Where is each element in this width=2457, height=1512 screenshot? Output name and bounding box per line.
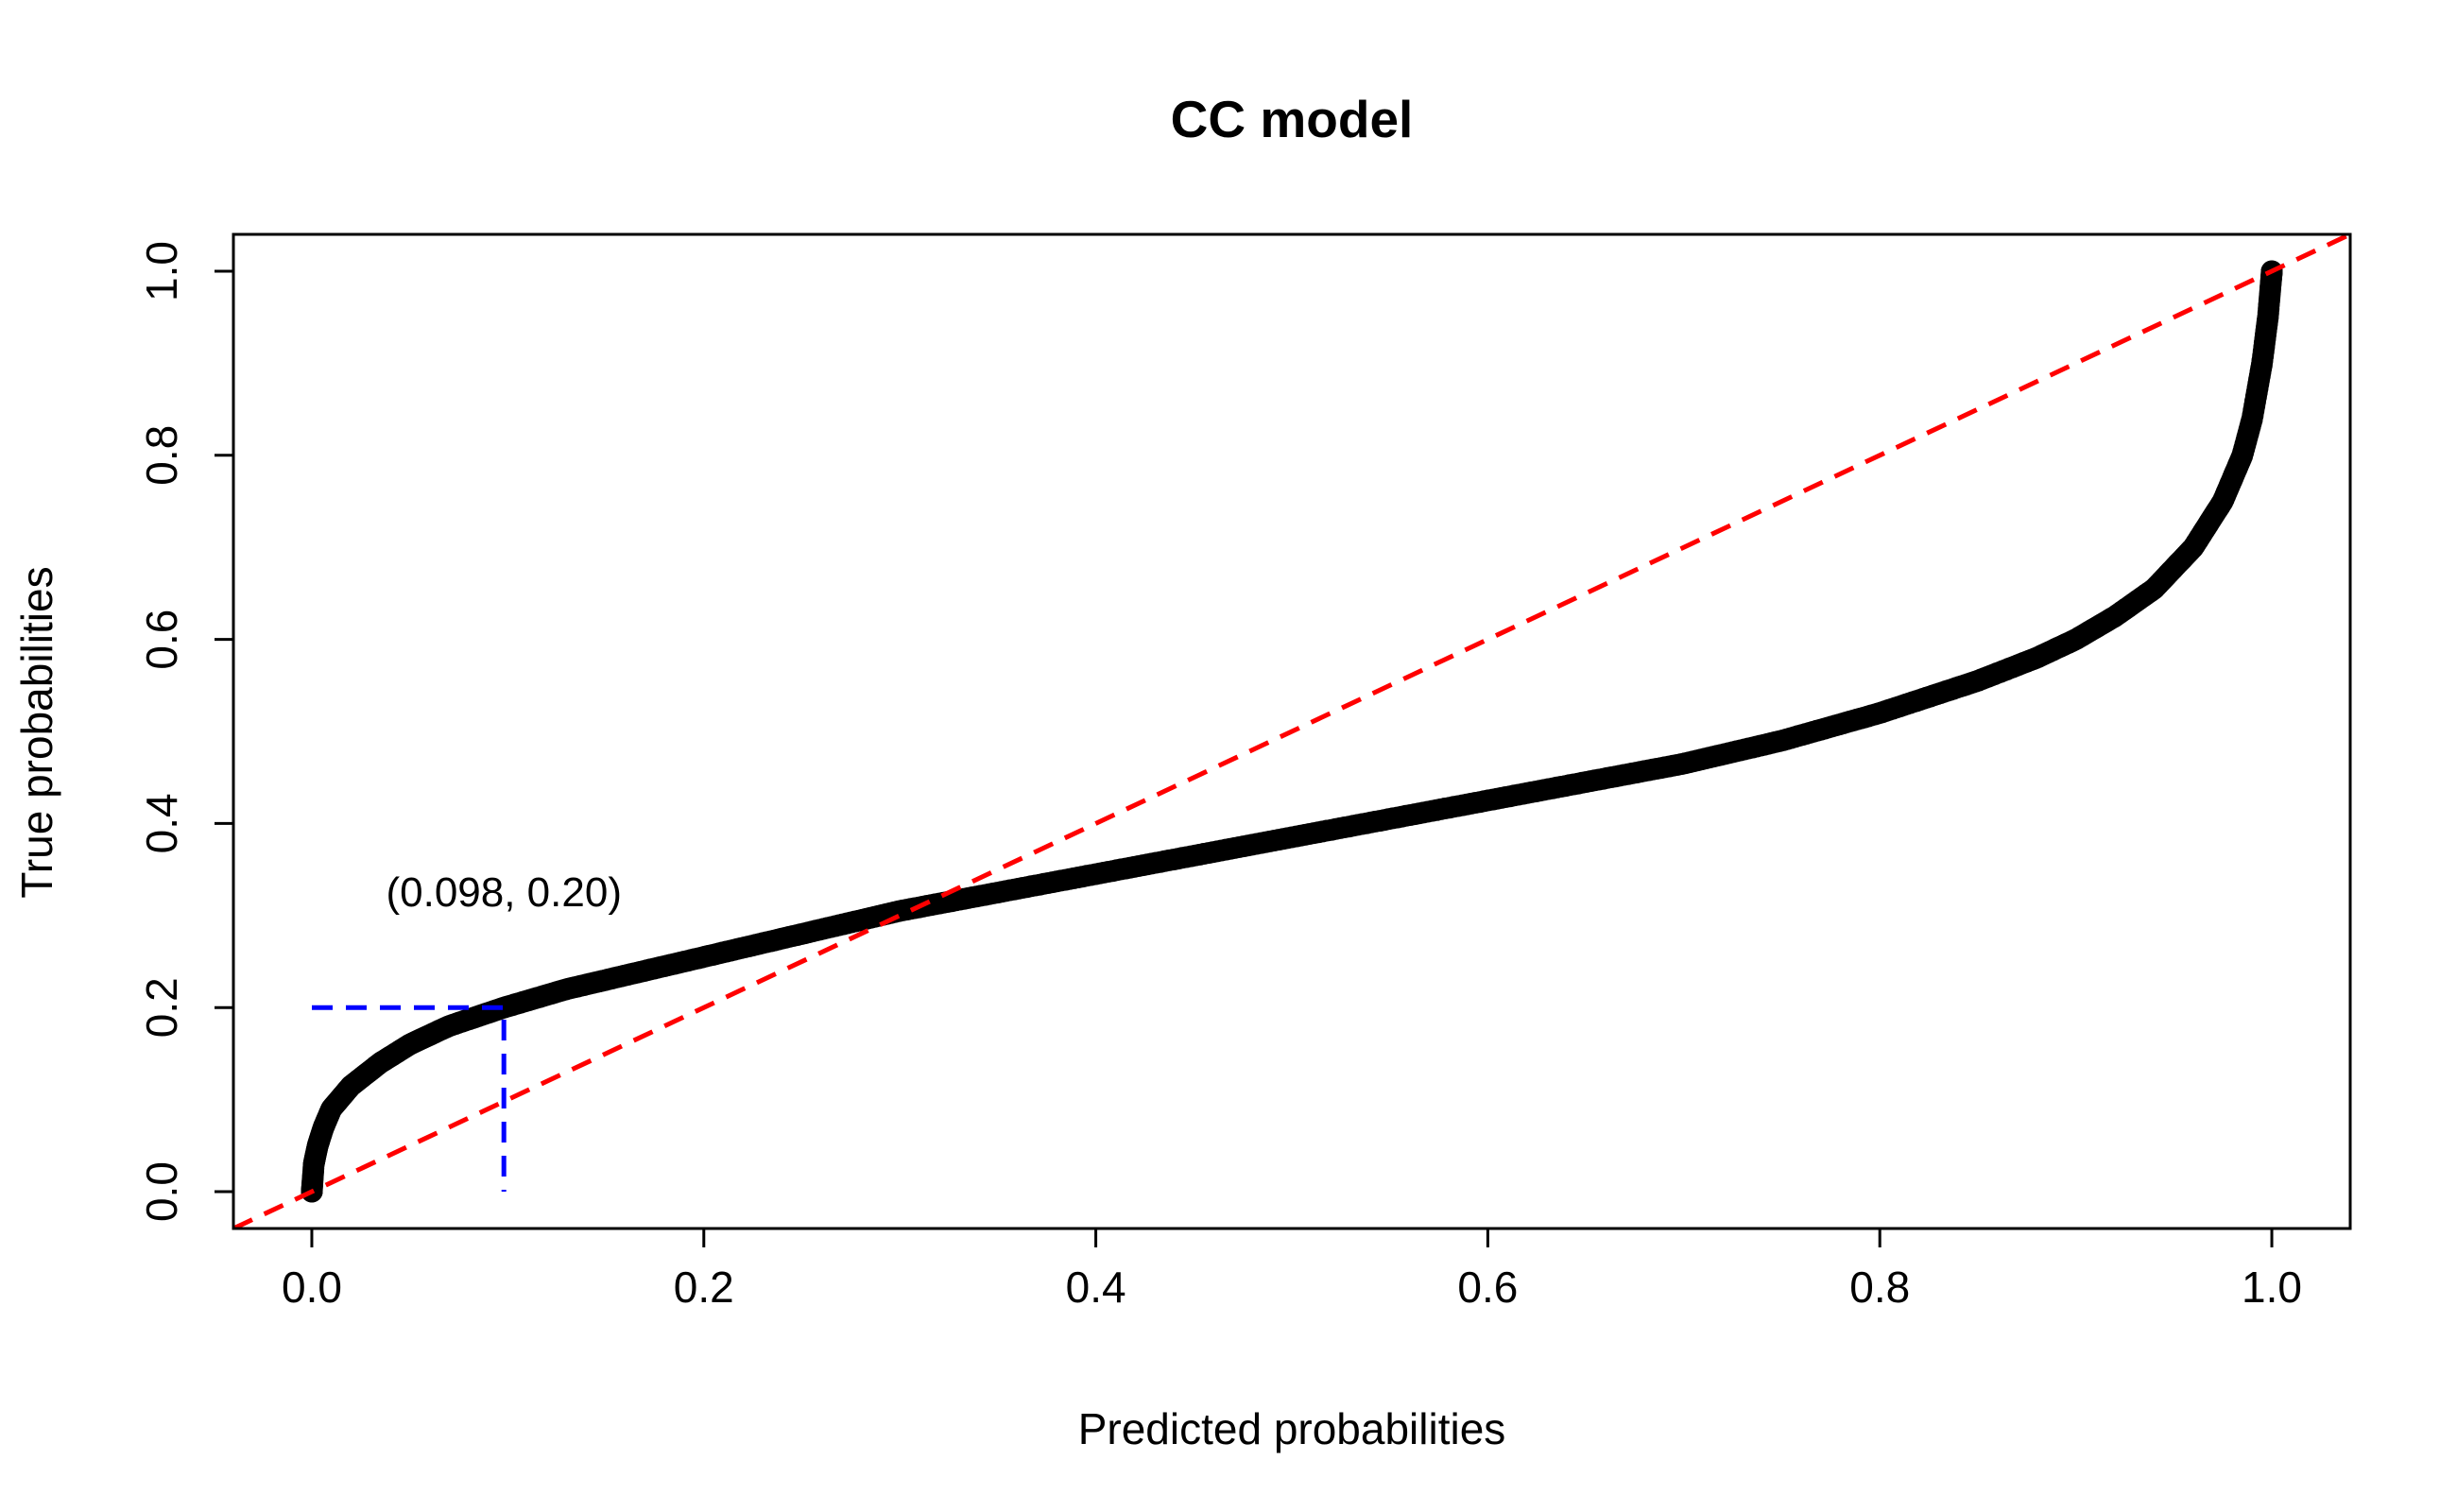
x-tick-label: 0.2 [674,1263,734,1312]
scatter-point [2260,260,2283,283]
x-tick-label: 0.6 [1457,1263,1518,1312]
scatter-points [301,260,2283,1203]
chart-title: CC model [1171,90,1414,148]
plot-frame [232,232,2352,1230]
identity-line [233,234,2350,1228]
plot-content [233,234,2350,1228]
y-axis-label: True probabilities [12,566,61,898]
x-axis: 0.0 0.2 0.4 0.6 0.8 1.0 [282,1227,2302,1312]
x-axis-label: Predicted probabilities [1078,1404,1506,1453]
y-tick-label: 1.0 [137,241,186,301]
x-tick-label: 0.0 [282,1263,342,1312]
y-tick-label: 0.4 [137,793,186,853]
y-tick-label: 0.6 [137,610,186,670]
y-tick-label: 0.8 [137,425,186,486]
y-axis: 0.0 0.2 0.4 0.6 0.8 1.0 [137,241,235,1222]
reference-line [312,1005,507,1192]
plot-area: (0.098, 0.20) [233,234,2350,1228]
y-tick-label: 0.2 [137,977,186,1038]
annotation-label: (0.098, 0.20) [386,869,622,916]
x-tick-label: 1.0 [2242,1263,2302,1312]
y-tick-label: 0.0 [137,1161,186,1222]
x-tick-label: 0.8 [1849,1263,1910,1312]
x-tick-label: 0.4 [1066,1263,1126,1312]
